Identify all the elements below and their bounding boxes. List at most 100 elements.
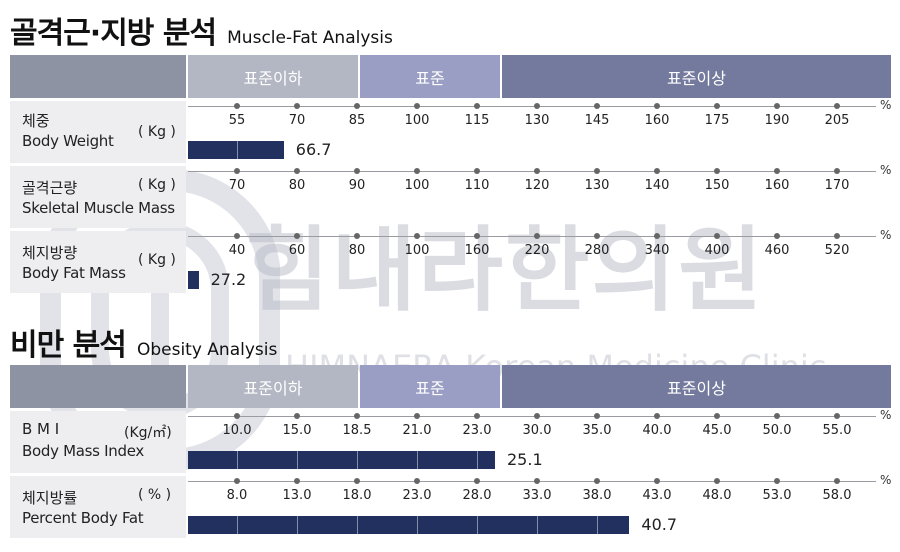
axis-tick-label: 100 <box>404 178 430 193</box>
muscle-fat-header-normal: 표준 <box>360 55 500 98</box>
axis-tick-dot <box>294 413 300 419</box>
axis-tick-label: 15.0 <box>282 423 312 438</box>
row-label-ko: 골격근량 <box>22 179 78 197</box>
axis-tick-label: 55.0 <box>822 423 852 438</box>
axis-tick-dot <box>294 168 300 174</box>
bar-segment-divider <box>597 516 598 534</box>
axis-tick-dot <box>774 168 780 174</box>
axis-tick-label: 45.0 <box>702 423 732 438</box>
percent-unit: % <box>880 228 892 242</box>
axis-tick-dot <box>414 233 420 239</box>
axis-tick-label: 110 <box>464 178 490 193</box>
axis-tick-label: 160 <box>464 243 490 258</box>
axis-tick-dot <box>414 103 420 109</box>
axis-tick-label: 100 <box>404 243 430 258</box>
value-bar <box>188 451 495 469</box>
row-label-bg <box>10 476 186 538</box>
axis-tick-label: 28.0 <box>462 488 492 503</box>
axis-tick-label: 150 <box>704 178 730 193</box>
axis-tick-label: 140 <box>644 178 670 193</box>
axis-tick-label: 23.0 <box>462 423 492 438</box>
percent-unit: % <box>880 473 892 487</box>
axis-tick-dot <box>594 103 600 109</box>
axis-tick-label: 280 <box>584 243 610 258</box>
muscle-fat-header-below: 표준이하 <box>188 55 358 98</box>
axis-tick-dot <box>834 233 840 239</box>
axis-tick-dot <box>414 168 420 174</box>
axis-line <box>188 416 876 417</box>
axis-tick-label: 50.0 <box>762 423 792 438</box>
axis-line <box>188 481 876 482</box>
axis-tick-label: 35.0 <box>582 423 612 438</box>
axis-tick-dot <box>294 103 300 109</box>
axis-tick-label: 220 <box>524 243 550 258</box>
row-label-ko: B M I <box>22 420 60 438</box>
row-unit: ( Kg ) <box>138 124 176 140</box>
bar-segment-divider <box>477 451 478 469</box>
axis-tick-dot <box>654 413 660 419</box>
muscle-fat-header-above: 표준이상 <box>502 55 891 98</box>
header-below-label: 표준이하 <box>243 378 303 398</box>
header-above-label: 표준이상 <box>667 378 726 398</box>
header-normal-label: 표준 <box>415 68 445 88</box>
bar-segment-divider <box>537 516 538 534</box>
row-unit: (Kg/㎡) <box>124 425 172 441</box>
axis-tick-label: 85 <box>348 113 366 128</box>
axis-tick-dot <box>774 233 780 239</box>
axis-tick-dot <box>534 103 540 109</box>
muscle-fat-title-ko: 골격근·지방 분석 <box>10 16 217 51</box>
row-unit: ( % ) <box>138 487 172 503</box>
obesity-title-en: Obesity Analysis <box>136 340 278 360</box>
axis-tick-dot <box>354 413 360 419</box>
axis-tick-dot <box>774 103 780 109</box>
row-unit: ( Kg ) <box>138 252 176 268</box>
axis-tick-dot <box>834 168 840 174</box>
axis-tick-dot <box>534 413 540 419</box>
axis-tick-dot <box>714 478 720 484</box>
axis-tick-dot <box>234 233 240 239</box>
bar-segment-divider <box>237 451 238 469</box>
axis-tick-label: 43.0 <box>642 488 672 503</box>
axis-tick-label: 13.0 <box>282 488 312 503</box>
axis-tick-label: 70 <box>228 178 246 193</box>
axis-tick-label: 55 <box>228 113 246 128</box>
axis-tick-dot <box>714 413 720 419</box>
axis-tick-dot <box>534 233 540 239</box>
axis-line <box>188 236 876 237</box>
bar-segment-divider <box>417 451 418 469</box>
axis-tick-label: 33.0 <box>522 488 552 503</box>
axis-tick-label: 400 <box>704 243 730 258</box>
axis-tick-dot <box>474 478 480 484</box>
axis-tick-dot <box>774 478 780 484</box>
row-unit: ( Kg ) <box>138 177 176 193</box>
axis-tick-label: 18.0 <box>342 488 372 503</box>
bar-value-label: 66.7 <box>295 140 332 159</box>
axis-tick-dot <box>594 168 600 174</box>
axis-tick-dot <box>474 413 480 419</box>
axis-tick-dot <box>714 103 720 109</box>
axis-tick-label: 80 <box>288 178 306 193</box>
axis-tick-label: 160 <box>644 113 670 128</box>
axis-tick-dot <box>594 413 600 419</box>
axis-line <box>188 106 876 107</box>
axis-tick-dot <box>834 478 840 484</box>
bar-segment-divider <box>237 141 238 159</box>
axis-tick-label: 70 <box>288 113 306 128</box>
axis-tick-label: 175 <box>704 113 730 128</box>
obesity-header-below: 표준이하 <box>188 365 358 408</box>
header-normal-label: 표준 <box>415 378 445 398</box>
row-label-bg <box>10 411 186 473</box>
axis-tick-label: 10.0 <box>222 423 252 438</box>
bar-value-label: 40.7 <box>641 515 678 534</box>
axis-tick-label: 58.0 <box>822 488 852 503</box>
obesity-header-left <box>10 365 186 408</box>
axis-tick-label: 100 <box>404 113 430 128</box>
axis-tick-label: 130 <box>584 178 610 193</box>
axis-tick-dot <box>534 478 540 484</box>
muscle-fat-title: 골격근·지방 분석 Muscle-Fat Analysis <box>10 8 393 52</box>
axis-tick-label: 130 <box>524 113 550 128</box>
row-label-ko: 체지방률 <box>22 489 78 507</box>
axis-tick-label: 205 <box>824 113 850 128</box>
muscle-fat-header-left <box>10 55 186 98</box>
axis-tick-label: 340 <box>644 243 670 258</box>
